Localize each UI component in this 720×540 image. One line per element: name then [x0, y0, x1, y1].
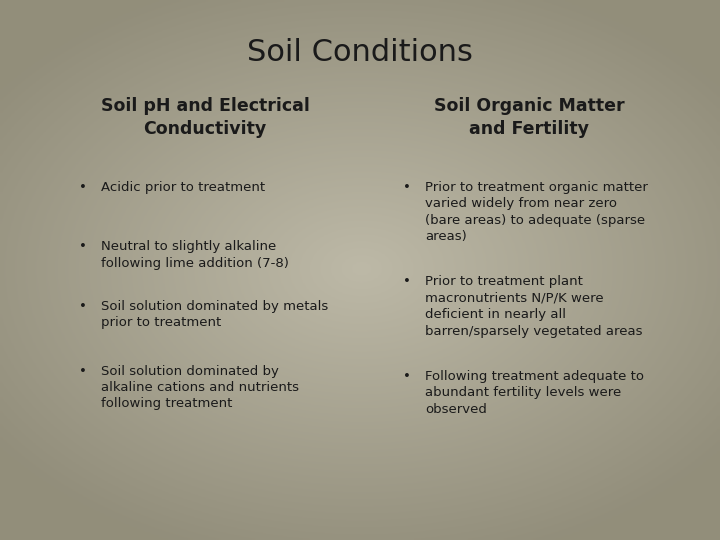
Text: Soil Organic Matter
and Fertility: Soil Organic Matter and Fertility: [434, 97, 624, 138]
Text: •: •: [403, 275, 411, 288]
Text: Following treatment adequate to
abundant fertility levels were
observed: Following treatment adequate to abundant…: [425, 370, 644, 416]
Text: •: •: [403, 181, 411, 194]
Text: Neutral to slightly alkaline
following lime addition (7-8): Neutral to slightly alkaline following l…: [101, 240, 289, 270]
Text: •: •: [79, 240, 87, 253]
Text: Soil pH and Electrical
Conductivity: Soil pH and Electrical Conductivity: [101, 97, 310, 138]
Text: •: •: [79, 181, 87, 194]
Text: •: •: [79, 364, 87, 377]
Text: Acidic prior to treatment: Acidic prior to treatment: [101, 181, 265, 194]
Text: Soil solution dominated by
alkaline cations and nutrients
following treatment: Soil solution dominated by alkaline cati…: [101, 364, 299, 410]
Text: •: •: [403, 370, 411, 383]
Text: Soil Conditions: Soil Conditions: [247, 38, 473, 67]
Text: Soil solution dominated by metals
prior to treatment: Soil solution dominated by metals prior …: [101, 300, 328, 329]
Text: •: •: [79, 300, 87, 313]
Text: Prior to treatment organic matter
varied widely from near zero
(bare areas) to a: Prior to treatment organic matter varied…: [425, 181, 648, 244]
Text: Prior to treatment plant
macronutrients N/P/K were
deficient in nearly all
barre: Prior to treatment plant macronutrients …: [425, 275, 642, 338]
